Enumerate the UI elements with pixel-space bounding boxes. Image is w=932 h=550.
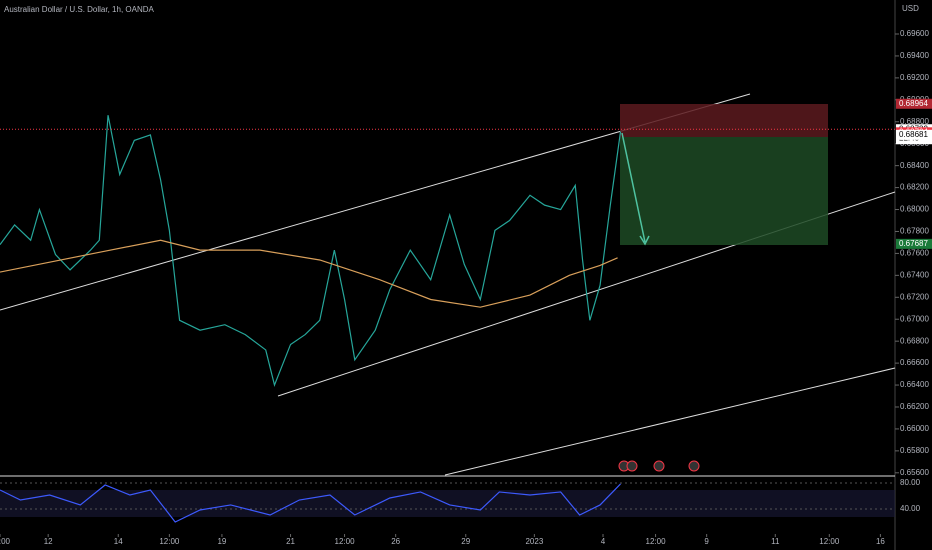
price-label-bg [896, 238, 932, 249]
y-tick-label: 0.66800 [900, 336, 929, 345]
y-tick-label: 0.67200 [900, 292, 929, 301]
x-tick-label: 9 [704, 537, 709, 546]
event-icon[interactable] [626, 460, 638, 472]
y-tick-label: 0.69600 [900, 29, 929, 38]
y-tick-label: 0.69400 [900, 51, 929, 60]
price-line [0, 483, 621, 523]
forecast-arrow [621, 132, 646, 243]
x-tick-label: 21 [286, 537, 295, 546]
trend-line [444, 367, 896, 476]
x-tick-label: 11 [771, 537, 780, 546]
y-tick-label: 0.67800 [900, 227, 929, 236]
x-tick-label: 16 [876, 537, 885, 546]
price-line [0, 239, 618, 308]
x-tick-label: 2023 [525, 537, 543, 546]
x-tick-label: 12 [44, 537, 53, 546]
rsi-tick-label: 80.00 [900, 478, 921, 487]
price-label: 0.67687 [899, 239, 928, 248]
y-tick-label: 0.68000 [900, 205, 929, 214]
x-tick-label: 19 [217, 537, 226, 546]
y-tick-label: 0.68200 [900, 183, 929, 192]
y-tick-label: 0.68400 [900, 161, 929, 170]
stop-zone [620, 104, 828, 137]
price-label-bg [896, 129, 932, 140]
price-label-bg [896, 98, 932, 109]
arrow-head [639, 235, 650, 246]
y-tick-label: 0.68800 [900, 117, 929, 126]
x-tick-label: 12:00 [335, 537, 356, 546]
y-tick-label: 0.67400 [900, 270, 929, 279]
x-tick-label: 4 [601, 537, 606, 546]
x-tick-label: 12:00 [159, 537, 180, 546]
y-tick-label: 0.66000 [900, 424, 929, 433]
price-line [0, 115, 622, 388]
x-tick-label: 29 [461, 537, 470, 546]
target-zone [620, 137, 828, 245]
y-tick-label: 0.65800 [900, 446, 929, 455]
x-tick-label: 12:00 [819, 537, 840, 546]
y-tick-label: 0.66400 [900, 380, 929, 389]
y-unit: USD [902, 4, 919, 13]
y-tick-label: 0.67600 [900, 249, 929, 258]
y-tick-label: 0.67000 [900, 314, 929, 323]
y-tick-label: 0.66200 [900, 402, 929, 411]
y-tick-label: 0.66600 [900, 358, 929, 367]
price-label: 0.68964 [899, 99, 928, 108]
event-icon[interactable] [653, 460, 665, 472]
chart-title: Australian Dollar / U.S. Dollar, 1h, OAN… [4, 5, 154, 14]
y-tick-label: 0.69200 [900, 73, 929, 82]
x-tick-label: 26 [391, 537, 400, 546]
price-label: 0.68681 [899, 130, 928, 139]
y-tick-label: 0.65600 [900, 468, 929, 477]
x-tick-label: 14 [114, 537, 123, 546]
event-icon[interactable] [688, 460, 700, 472]
x-tick-label: 12:00 [0, 537, 11, 546]
x-tick-label: 12:00 [646, 537, 667, 546]
rsi-tick-label: 40.00 [900, 504, 921, 513]
